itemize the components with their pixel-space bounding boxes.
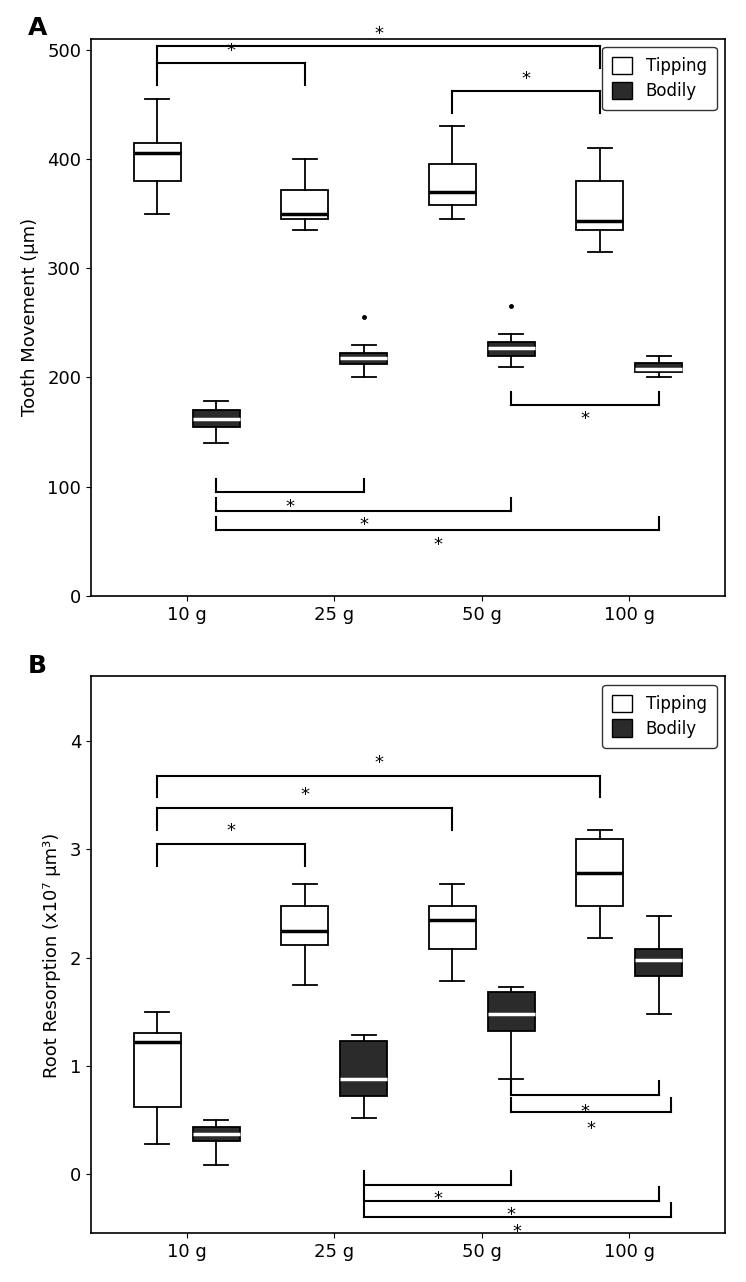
Text: *: *: [586, 1120, 595, 1138]
PathPatch shape: [134, 1033, 181, 1106]
Text: *: *: [227, 822, 236, 840]
Y-axis label: Root Resorption (x10⁷ μm³): Root Resorption (x10⁷ μm³): [43, 832, 61, 1077]
PathPatch shape: [281, 905, 328, 945]
Text: *: *: [521, 71, 530, 88]
PathPatch shape: [192, 1127, 240, 1141]
PathPatch shape: [635, 363, 683, 372]
Text: *: *: [580, 410, 589, 428]
PathPatch shape: [429, 164, 476, 205]
PathPatch shape: [488, 342, 535, 355]
Text: *: *: [507, 1206, 515, 1224]
PathPatch shape: [340, 354, 387, 364]
PathPatch shape: [635, 949, 683, 976]
PathPatch shape: [488, 992, 535, 1031]
Y-axis label: Tooth Movement (μm): Tooth Movement (μm): [21, 218, 39, 417]
Legend: Tipping, Bodily: Tipping, Bodily: [603, 685, 717, 747]
PathPatch shape: [429, 905, 476, 949]
Text: A: A: [28, 17, 47, 41]
Text: *: *: [286, 497, 295, 515]
PathPatch shape: [192, 410, 240, 427]
Text: *: *: [433, 1190, 442, 1208]
Text: B: B: [28, 654, 46, 678]
Text: *: *: [360, 517, 369, 535]
Text: *: *: [580, 1103, 589, 1120]
Legend: Tipping, Bodily: Tipping, Bodily: [603, 47, 717, 110]
PathPatch shape: [134, 142, 181, 181]
Text: *: *: [301, 786, 310, 804]
Text: *: *: [227, 41, 236, 59]
PathPatch shape: [576, 181, 624, 229]
Text: *: *: [433, 536, 442, 554]
Text: *: *: [374, 26, 383, 44]
PathPatch shape: [576, 838, 624, 905]
PathPatch shape: [340, 1041, 387, 1096]
Text: *: *: [374, 754, 383, 772]
PathPatch shape: [281, 190, 328, 219]
Text: *: *: [513, 1223, 521, 1241]
